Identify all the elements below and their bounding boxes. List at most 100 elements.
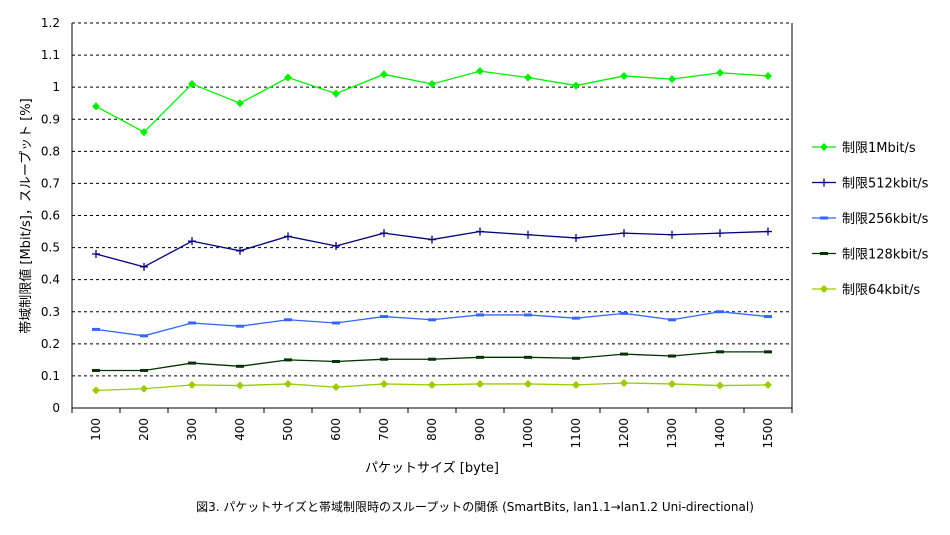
series-0 [92, 67, 772, 137]
data-point [716, 350, 724, 354]
data-point [188, 361, 196, 365]
data-point [284, 73, 292, 82]
data-point [668, 318, 676, 322]
data-point [92, 368, 100, 372]
data-point [284, 358, 292, 362]
data-point [332, 241, 340, 250]
data-point [668, 379, 676, 388]
data-point [140, 384, 148, 393]
data-point [236, 99, 244, 108]
data-point [92, 102, 100, 111]
data-point [572, 380, 580, 389]
data-point [572, 316, 580, 320]
y-axis-label: 帯域制限値 [Mbit/s]，スループット [%] [18, 98, 34, 333]
series-2 [92, 310, 772, 338]
legend-label: 制限1Mbit/s [842, 141, 916, 156]
x-tick-label: 1100 [569, 418, 583, 449]
x-tick-label: 500 [281, 418, 295, 441]
data-point [620, 311, 628, 315]
data-point [428, 318, 436, 322]
chart: 0 0.1 0.2 0.3 0.4 0.5 0.6 0.7 0.8 0.9 1 1.1 1.2 100 20… [18, 16, 929, 476]
x-tick-label: 400 [233, 418, 247, 441]
x-tick-label: 1000 [521, 418, 535, 449]
y-tick-label: 0.3 [41, 305, 60, 319]
x-tick-label: 1300 [665, 418, 679, 449]
y-tick-label: 0.7 [41, 176, 60, 190]
data-point [92, 250, 100, 258]
legend-label: 制限512kbit/s [842, 177, 929, 192]
legend-label: 制限64kbit/s [842, 283, 920, 298]
data-point [572, 356, 580, 360]
data-point [524, 313, 532, 317]
series-3 [92, 350, 772, 372]
data-point [716, 310, 724, 314]
data-point [820, 178, 828, 187]
legend-label: 制限256kbit/s [842, 212, 929, 227]
data-point [476, 355, 484, 359]
data-point [476, 67, 484, 76]
x-tick-label: 1500 [761, 418, 775, 449]
data-point [524, 355, 532, 359]
data-point [236, 381, 244, 390]
data-point [476, 227, 484, 236]
data-point [140, 368, 148, 372]
data-point [332, 89, 340, 98]
data-point [140, 334, 148, 338]
data-point [428, 235, 436, 244]
series-line [95, 311, 769, 337]
x-tick-label: 1200 [617, 418, 631, 449]
data-point [380, 357, 388, 361]
y-tick-label: 0.1 [41, 369, 60, 383]
y-tick-label: 0.5 [41, 241, 60, 255]
data-point [668, 75, 676, 84]
data-point [716, 229, 724, 238]
data-point [428, 79, 436, 88]
figure-caption: 図3. パケットサイズと帯域制限時のスループットの関係 (SmartBits, … [196, 500, 754, 514]
series-1 [92, 227, 772, 271]
data-point [380, 379, 388, 388]
data-point [572, 233, 580, 242]
data-point [332, 383, 340, 392]
data-point [380, 229, 388, 238]
data-point [428, 380, 436, 389]
x-tick-label: 800 [425, 418, 439, 441]
data-point [716, 68, 724, 77]
data-point [236, 364, 244, 368]
y-tick-label: 0.9 [41, 112, 60, 126]
data-point [188, 237, 196, 246]
data-point [764, 315, 772, 319]
series-line [96, 351, 768, 372]
data-point [92, 327, 100, 331]
data-point [764, 227, 772, 236]
data-point [236, 324, 244, 328]
data-point [188, 79, 196, 88]
data-point [284, 379, 292, 388]
y-tick-label: 0.6 [41, 209, 60, 223]
data-point [284, 318, 292, 322]
data-point [620, 378, 628, 387]
x-tick-label: 200 [137, 418, 151, 441]
data-point [380, 70, 388, 79]
data-point [524, 73, 532, 82]
x-tick-label: 100 [89, 418, 103, 441]
data-point [476, 379, 484, 388]
x-tick-label: 1400 [713, 418, 727, 449]
data-point [764, 350, 772, 354]
data-point [380, 315, 388, 319]
data-point [476, 313, 484, 317]
x-tick-label: 600 [329, 418, 343, 441]
data-point [764, 380, 772, 389]
data-point [620, 71, 628, 80]
data-point [620, 352, 628, 356]
data-point [524, 379, 532, 388]
x-tick-label: 300 [185, 418, 199, 441]
data-point [188, 380, 196, 389]
x-tick-label: 900 [473, 418, 487, 441]
data-point [820, 216, 828, 220]
y-tick-label: 0.8 [41, 144, 60, 158]
data-point [820, 252, 828, 255]
data-point [716, 381, 724, 390]
legend-label: 制限128kbit/s [842, 248, 929, 263]
data-point [332, 359, 340, 363]
data-point [188, 321, 196, 325]
